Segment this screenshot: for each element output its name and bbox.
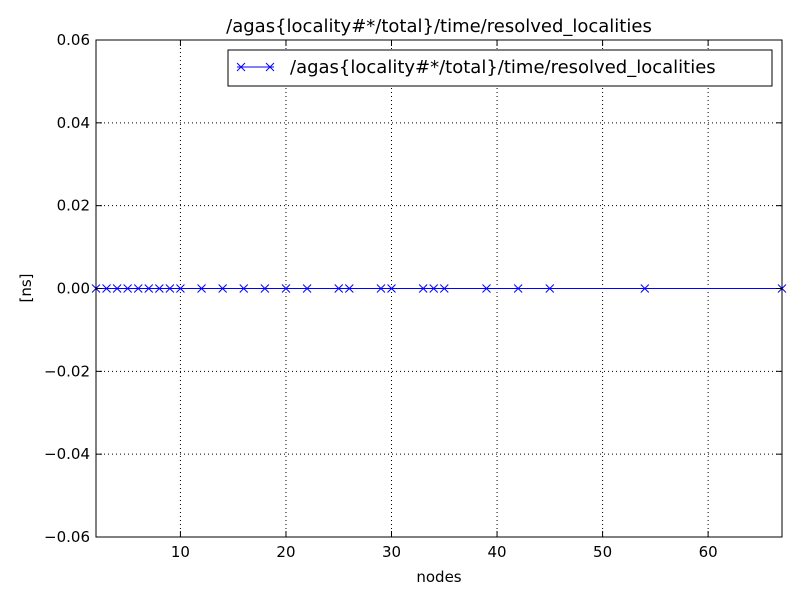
data-point-stroke bbox=[418, 284, 428, 293]
data-point-x-marker bbox=[260, 284, 270, 293]
data-point-x-marker bbox=[334, 284, 344, 293]
data-point-x-marker bbox=[513, 284, 523, 293]
data-point-x-marker bbox=[429, 284, 439, 293]
y-axis-label: [ns] bbox=[17, 273, 35, 302]
data-point-x-marker bbox=[344, 284, 354, 293]
data-point-stroke bbox=[344, 284, 354, 293]
data-point-x-marker bbox=[133, 284, 143, 293]
data-point-stroke bbox=[302, 284, 312, 293]
data-point-stroke bbox=[334, 284, 344, 293]
data-point-x-marker bbox=[176, 284, 185, 293]
data-point-x-marker bbox=[154, 284, 164, 293]
data-point-stroke bbox=[439, 284, 449, 293]
data-point-stroke bbox=[144, 284, 154, 293]
data-point-stroke bbox=[112, 284, 122, 293]
x-axis-label: nodes bbox=[416, 568, 461, 586]
legend: /agas{locality#*/total}/time/resolved_lo… bbox=[227, 49, 773, 87]
y-tick-label: −0.02 bbox=[44, 362, 90, 380]
legend-box bbox=[227, 49, 773, 87]
axis-ticks: 10 20 30 40 50 60 −0.06 −0.04 −0.02 0.00 0.02 0.04 0… bbox=[44, 31, 782, 561]
legend-label: /agas{locality#*/total}/time/resolved_lo… bbox=[290, 57, 716, 78]
data-point-stroke bbox=[123, 284, 133, 293]
data-point-x-marker bbox=[112, 284, 122, 293]
data-point-x-marker bbox=[376, 284, 386, 293]
data-point-x-marker bbox=[640, 284, 650, 293]
data-point-stroke bbox=[545, 284, 555, 293]
data-point-x-marker bbox=[281, 284, 291, 293]
x-tick-label: 20 bbox=[276, 543, 295, 561]
y-tick-label: 0.00 bbox=[57, 280, 90, 298]
x-tick-label: 40 bbox=[487, 543, 506, 561]
legend-marker-x bbox=[236, 62, 275, 72]
data-point-stroke bbox=[176, 284, 185, 293]
data-point-stroke bbox=[197, 284, 206, 293]
data-point-stroke bbox=[165, 284, 175, 293]
data-point-x-marker bbox=[197, 284, 206, 293]
data-point-x-marker bbox=[218, 284, 227, 293]
data-point-x-marker bbox=[102, 284, 111, 293]
data-point-x-marker bbox=[144, 284, 154, 293]
y-tick-label: 0.06 bbox=[57, 31, 90, 49]
data-point-stroke bbox=[429, 284, 439, 293]
data-point-x-marker bbox=[165, 284, 175, 293]
y-tick-label: −0.06 bbox=[44, 528, 90, 546]
data-point-x-marker bbox=[482, 284, 491, 293]
y-tick-label: 0.02 bbox=[57, 197, 90, 215]
data-point-x-marker bbox=[123, 284, 133, 293]
y-tick-label: −0.04 bbox=[44, 445, 90, 463]
data-point-x-marker bbox=[387, 284, 396, 293]
chart-title: /agas{locality#*/total}/time/resolved_lo… bbox=[226, 16, 652, 37]
x-tick-label: 30 bbox=[382, 543, 401, 561]
data-point-x-marker bbox=[239, 284, 249, 293]
data-point-stroke bbox=[387, 284, 396, 293]
data-point-stroke bbox=[154, 284, 164, 293]
data-point-x-marker bbox=[439, 284, 449, 293]
data-point-x-marker bbox=[545, 284, 555, 293]
data-point-x-marker bbox=[418, 284, 428, 293]
x-tick-label: 60 bbox=[699, 543, 718, 561]
series-layer bbox=[91, 284, 787, 293]
data-point-stroke bbox=[513, 284, 523, 293]
y-tick-label: 0.04 bbox=[57, 114, 90, 132]
data-point-stroke bbox=[239, 284, 249, 293]
data-point-stroke bbox=[260, 284, 270, 293]
legend-marker-stroke bbox=[236, 62, 246, 72]
data-point-stroke bbox=[218, 284, 227, 293]
x-tick-label: 10 bbox=[171, 543, 190, 561]
data-point-stroke bbox=[133, 284, 143, 293]
data-point-stroke bbox=[281, 284, 291, 293]
x-tick-label: 50 bbox=[593, 543, 612, 561]
data-point-stroke bbox=[640, 284, 650, 293]
data-point-stroke bbox=[482, 284, 491, 293]
data-point-stroke bbox=[102, 284, 111, 293]
data-point-stroke bbox=[376, 284, 386, 293]
data-point-x-marker bbox=[302, 284, 312, 293]
legend-marker-stroke bbox=[265, 62, 275, 72]
